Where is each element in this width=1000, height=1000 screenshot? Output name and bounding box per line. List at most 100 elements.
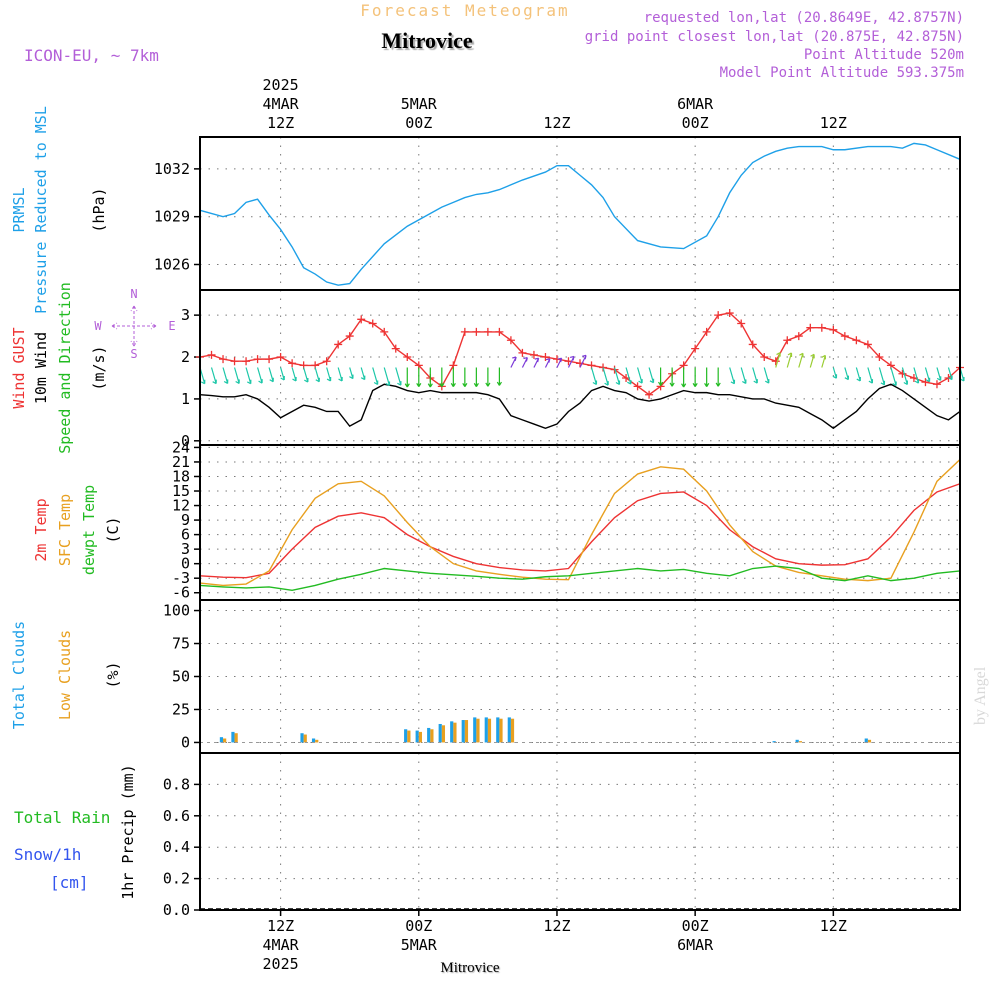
time-axes: 20254MAR12Z12Z4MAR20255MAR00Z00Z5MAR12Z1… bbox=[263, 76, 847, 973]
panel-wind: 0 1 2 3 bbox=[181, 289, 965, 450]
y-tick-label: 0.8 bbox=[163, 775, 190, 793]
gust-marker bbox=[783, 336, 792, 345]
wind-arrow bbox=[280, 367, 285, 381]
y-tick-label: 50 bbox=[172, 668, 190, 686]
pressure-label: PRMSL bbox=[10, 187, 28, 232]
wind-arrow bbox=[567, 355, 575, 368]
wind-arrow bbox=[473, 367, 479, 388]
wind-arrow bbox=[681, 367, 687, 388]
gust-marker bbox=[219, 355, 228, 364]
y-tick-label: 18 bbox=[172, 467, 190, 485]
wind-label: 10m Wind bbox=[32, 332, 50, 404]
gust-marker bbox=[541, 353, 550, 362]
y-tick-label: 24 bbox=[172, 438, 190, 456]
bar-low-clouds bbox=[234, 733, 238, 743]
wind-arrow bbox=[913, 367, 920, 384]
grid-point-coords: grid point closest lon,lat (20.875E, 42.… bbox=[585, 29, 964, 45]
bar-low-clouds bbox=[510, 718, 515, 743]
bar-low-clouds bbox=[223, 738, 227, 743]
y-tick-label: 1029 bbox=[154, 208, 190, 226]
gust-marker bbox=[737, 319, 746, 328]
wind-arrow bbox=[496, 367, 502, 386]
gust-marker bbox=[898, 369, 907, 378]
wind-arrow bbox=[832, 367, 838, 379]
gust-marker bbox=[322, 357, 331, 366]
bar-low-clouds bbox=[303, 734, 307, 743]
time-label-bottom: 2025 bbox=[263, 955, 299, 973]
wind-arrow bbox=[590, 367, 598, 385]
gust-marker bbox=[483, 327, 492, 336]
time-label-top: 2025 bbox=[263, 76, 299, 94]
gust-marker bbox=[345, 332, 354, 341]
wind-arrow bbox=[602, 367, 609, 386]
gust-marker bbox=[691, 344, 700, 353]
y-tick-label: 15 bbox=[172, 482, 190, 500]
time-label-top: 4MAR bbox=[263, 95, 300, 113]
wind-arrow bbox=[924, 367, 931, 383]
series-10m-wind bbox=[199, 383, 961, 430]
wind-arrow bbox=[462, 367, 468, 388]
wind-arrow bbox=[521, 357, 528, 368]
wind-arrow bbox=[715, 367, 721, 387]
pressure-label: (hPa) bbox=[90, 187, 108, 232]
bar-total-clouds bbox=[772, 741, 776, 743]
gust-marker bbox=[645, 390, 654, 399]
wind-arrow bbox=[740, 367, 747, 384]
panel-frame bbox=[199, 752, 961, 911]
time-label-bottom: 00Z bbox=[405, 917, 432, 935]
wind-arrow bbox=[485, 367, 491, 387]
gust-marker bbox=[529, 350, 538, 359]
panel-prmsl: 1026 1029 1032 bbox=[154, 136, 961, 291]
wind-arrow bbox=[544, 358, 551, 368]
time-label-top: 12Z bbox=[820, 114, 847, 132]
clouds-label: (%) bbox=[104, 661, 122, 688]
panel-frame bbox=[199, 136, 961, 291]
model-altitude: Model Point Altitude 593.375m bbox=[720, 65, 964, 81]
bar-low-clouds bbox=[487, 718, 492, 743]
y-tick-label: 6 bbox=[181, 526, 190, 544]
wind-label: (m/s) bbox=[90, 345, 108, 390]
y-tick-label: 0.6 bbox=[163, 807, 190, 825]
gust-marker bbox=[460, 327, 469, 336]
wind-arrow bbox=[613, 367, 621, 385]
bar-total-clouds bbox=[507, 717, 511, 743]
gust-marker bbox=[380, 327, 389, 336]
wind-arrow bbox=[855, 367, 861, 382]
bar-total-clouds bbox=[473, 717, 477, 743]
y-tick-label: 12 bbox=[172, 497, 190, 515]
wind-arrow bbox=[936, 367, 942, 381]
bar-total-clouds bbox=[461, 720, 465, 743]
time-label-bottom: 6MAR bbox=[677, 936, 714, 954]
panel-frame bbox=[199, 444, 961, 601]
bar-total-clouds bbox=[795, 739, 799, 743]
wind-arrow bbox=[337, 367, 343, 382]
wind-arrow bbox=[636, 367, 643, 384]
gust-marker bbox=[403, 353, 412, 362]
wind-arrow bbox=[947, 367, 953, 381]
wind-arrow bbox=[821, 354, 826, 368]
gust-marker bbox=[633, 382, 642, 391]
wind-arrow bbox=[844, 367, 850, 381]
wind-arrow bbox=[809, 353, 815, 368]
y-tick-label: -6 bbox=[172, 584, 190, 602]
time-label-top: 00Z bbox=[405, 114, 432, 132]
wind-arrow bbox=[427, 367, 433, 388]
y-tick-label: 0.0 bbox=[163, 901, 190, 919]
wind-arrow bbox=[658, 367, 664, 386]
wind-arrow bbox=[450, 367, 456, 388]
gust-marker bbox=[852, 336, 861, 345]
top-title: Forecast Meteogram bbox=[360, 1, 569, 20]
wind-arrow bbox=[404, 367, 410, 388]
series-prmsl bbox=[199, 142, 961, 286]
series-2m-temp bbox=[199, 483, 961, 579]
bar-total-clouds bbox=[427, 727, 431, 743]
series-sfc-temp bbox=[199, 459, 961, 587]
wind-arrow bbox=[556, 357, 563, 368]
y-tick-label: 1 bbox=[181, 390, 190, 408]
gust-marker bbox=[357, 315, 366, 324]
gust-marker bbox=[725, 309, 734, 318]
gust-marker bbox=[760, 353, 769, 362]
y-tick-label: 0.2 bbox=[163, 870, 190, 888]
y-tick-label: 100 bbox=[163, 602, 190, 620]
